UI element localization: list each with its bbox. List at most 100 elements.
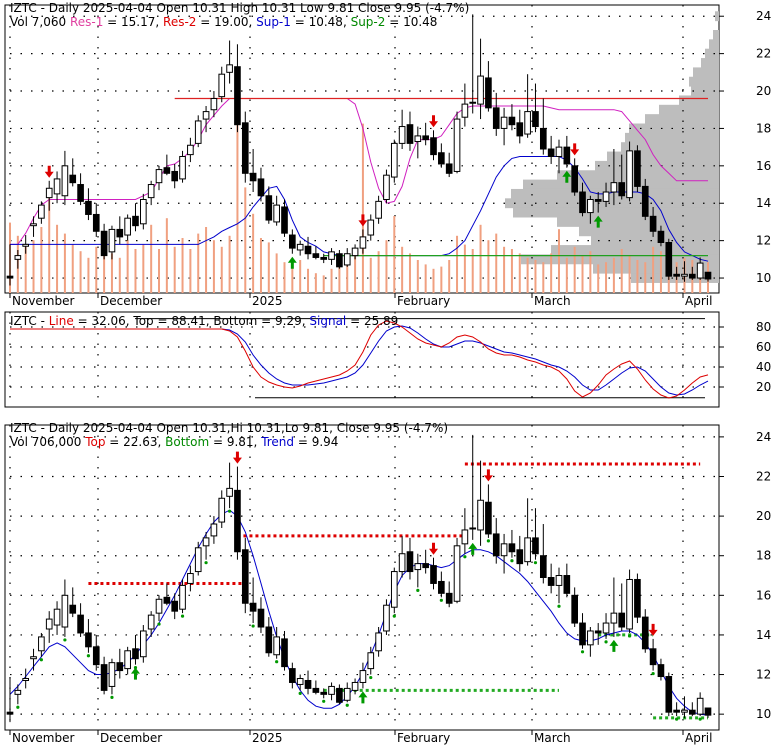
price-y-axis: 10 12 14 16 18 20 22 24: [719, 9, 771, 285]
price-candle-62: [492, 107, 500, 129]
trend-candle-41: [328, 685, 335, 695]
price-candle-82: [649, 215, 657, 232]
price-candle-36: [289, 234, 296, 249]
price-candle-20: [163, 167, 171, 174]
trend-xtick-label-5: April: [685, 731, 712, 745]
support-resistance-lines: [10, 97, 709, 262]
price-candle-35: [281, 206, 288, 234]
trend-candle-68: [539, 555, 547, 579]
price-candle-8: [69, 174, 77, 184]
trend-candle-87: [688, 709, 696, 715]
price-candle-79: [626, 150, 633, 199]
trend-low-dot-31: [251, 624, 255, 628]
trend-low-dot-7: [63, 638, 67, 642]
price-candle-4: [38, 204, 45, 219]
trend-low-dot-10: [86, 654, 91, 658]
trend-buy-arrow-3: [609, 639, 619, 652]
stochastic-panel-legend: IZTC - Line = 32.06, Top = 88.41, Bottom…: [10, 314, 398, 328]
price-candle-59: [469, 101, 477, 104]
price-candle-57: [453, 118, 461, 172]
trend-low-dot-19: [157, 622, 161, 626]
volume-profile-bar-6: [689, 76, 719, 87]
trend-candle-18: [147, 614, 155, 630]
price-candle-48: [383, 174, 390, 200]
trend-low-dot-67: [533, 561, 538, 565]
price-candle-68: [539, 127, 547, 150]
price-candle-31: [249, 172, 257, 182]
trend-candle-6: [53, 608, 61, 626]
trend-candle-43: [343, 687, 351, 701]
price-candle-10: [85, 200, 92, 215]
price-legend-part-3: Res-2: [163, 15, 196, 29]
price-candle-71: [563, 146, 571, 165]
trend-low-dot-46: [369, 675, 373, 680]
trend-candle-15: [124, 650, 131, 670]
volume-profile-bar-9: [659, 104, 719, 115]
price-candle-19: [155, 169, 163, 184]
price-candle-70: [555, 146, 563, 157]
trend-xtick-label-1: December: [100, 731, 162, 745]
trend-sell-arrow-0: [232, 451, 242, 464]
price-ytick-label-7: 24: [756, 9, 771, 23]
trend-candle-20: [163, 596, 171, 604]
trend-candle-71: [563, 575, 571, 594]
trend-candle-19: [155, 598, 163, 614]
trend-candle-35: [281, 638, 288, 668]
volume-bar-78: [620, 249, 623, 293]
trend-candle-60: [477, 499, 484, 531]
price-candle-87: [688, 273, 696, 279]
trend-ytick-label-2: 14: [756, 628, 771, 642]
trend-sell-arrow-2: [483, 469, 493, 482]
volume-bar-67: [534, 260, 537, 293]
volume-bar-3: [32, 240, 35, 293]
trend-candle-86: [681, 709, 688, 713]
price-candle-72: [571, 165, 578, 193]
price-candle-25: [202, 111, 210, 120]
trend-low-dot-85: [675, 717, 679, 721]
trend-low-dot-25: [204, 561, 208, 565]
trend-candle-36: [289, 668, 296, 683]
stochastic-legend-part-3: Signal: [309, 314, 346, 328]
trend-candle-73: [579, 622, 586, 646]
price-candle-41: [328, 251, 335, 260]
volume-bar-61: [487, 240, 490, 293]
volume-profile-bar-27: [631, 273, 719, 283]
price-ytick-label-6: 22: [756, 47, 771, 61]
volume-bar-6: [56, 224, 59, 293]
trend-candle-79: [626, 578, 633, 630]
trend-candle-84: [665, 676, 673, 713]
trend-candle-0: [6, 711, 14, 715]
stochastic-ytick-label-0: 20: [756, 380, 771, 394]
trend-candle-50: [398, 553, 406, 573]
stochastic-lines: [10, 318, 709, 399]
volume-bar-50: [401, 246, 404, 293]
price-candle-74: [587, 198, 594, 214]
trend-candle-2: [22, 678, 30, 681]
price-candle-37: [296, 243, 304, 251]
trend-candle-83: [657, 664, 665, 678]
stochastic-ytick-label-1: 40: [756, 360, 771, 374]
stochastic-line: [10, 320, 709, 399]
volume-bar-69: [550, 253, 553, 293]
trend-candle-64: [508, 543, 516, 553]
price-candle-16: [132, 215, 139, 227]
volume-profile-bar-20: [513, 207, 719, 218]
volume-bar-74: [589, 251, 592, 293]
price-candle-27: [218, 73, 226, 98]
trend-low-dot-34: [275, 660, 279, 664]
trend-candle-40: [320, 691, 328, 695]
trend-candle-26: [210, 523, 218, 537]
price-candle-75: [594, 198, 602, 202]
volume-profile-bar-8: [679, 95, 719, 106]
trend-xtick-label-3: February: [397, 731, 450, 745]
volume-bar-62: [495, 233, 498, 293]
price-candle-78: [618, 182, 626, 197]
volume-bar-71: [565, 257, 568, 293]
sell-arrow-2: [429, 115, 439, 128]
trend-candle-14: [116, 662, 124, 672]
volume-bar-36: [291, 266, 294, 293]
volume-bar-7: [63, 233, 66, 293]
price-candle-73: [579, 191, 586, 214]
volume-profile-bar-18: [511, 188, 719, 199]
price-candle-67: [532, 111, 539, 128]
